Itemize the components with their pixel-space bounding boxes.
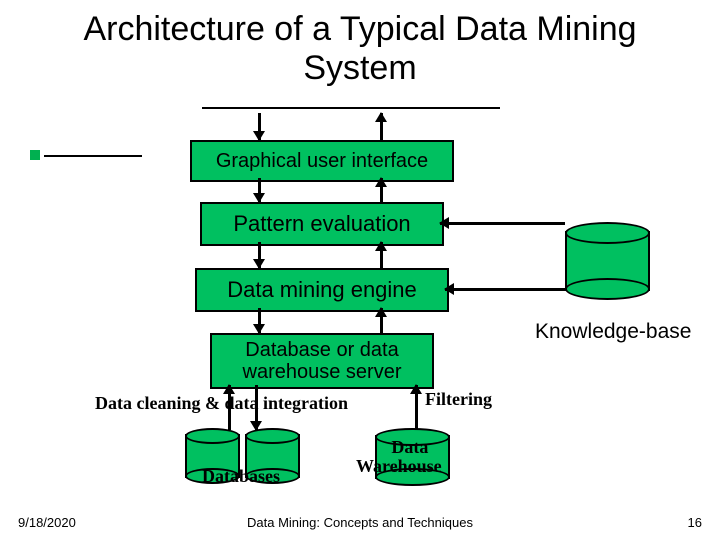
label-data-cleaning: Data cleaning & data integration [95, 393, 348, 414]
label-databases: Databases [202, 466, 280, 487]
arrow-gui-pattern-down [258, 178, 261, 202]
label-dw-line1: Data [391, 437, 428, 457]
label-knowledge-base: Knowledge-base [535, 320, 691, 344]
arrow-pattern-gui-up [380, 178, 383, 202]
label-filtering: Filtering [425, 389, 492, 410]
cylinder-knowledge-base [565, 222, 650, 300]
box-server-label: Database or data warehouse server [212, 337, 432, 385]
slide: Architecture of a Typical Data Mining Sy… [0, 0, 720, 540]
arrow-dw-server-up [415, 385, 418, 430]
slide-title: Architecture of a Typical Data Mining Sy… [60, 10, 660, 88]
arrow-kb-engine [445, 288, 565, 291]
arrow-db-server-up [228, 385, 231, 430]
label-data-warehouse: Data Warehouse [378, 438, 442, 476]
box-db-server: Database or data warehouse server [210, 333, 434, 389]
arrow-title-gui-down [258, 113, 261, 140]
label-data-cleaning-text: Data cleaning & data integration [95, 393, 348, 413]
arrow-engine-server-down [258, 308, 261, 333]
box-pattern-evaluation: Pattern evaluation [200, 202, 444, 246]
bullet-icon [30, 150, 40, 160]
arrow-server-db-down [255, 385, 258, 430]
box-pattern-label: Pattern evaluation [227, 209, 416, 239]
box-engine-label: Data mining engine [221, 275, 423, 305]
arrow-pattern-engine-down [258, 242, 261, 268]
box-data-mining-engine: Data mining engine [195, 268, 449, 312]
arrow-engine-pattern-up [380, 242, 383, 268]
arrow-kb-pattern [440, 222, 565, 225]
bullet-line [44, 155, 142, 157]
footer-page: 16 [688, 515, 702, 530]
title-underline [202, 107, 500, 109]
box-gui-label: Graphical user interface [210, 148, 434, 175]
label-knowledge-base-text: Knowledge-base [535, 320, 691, 343]
label-filtering-text: Filtering [425, 389, 492, 409]
arrow-server-engine-up [380, 308, 383, 333]
arrow-gui-title-up [380, 113, 383, 140]
footer-center: Data Mining: Concepts and Techniques [0, 515, 720, 530]
box-gui: Graphical user interface [190, 140, 454, 182]
label-dw-line2: Warehouse [356, 456, 442, 476]
label-databases-text: Databases [202, 466, 280, 486]
